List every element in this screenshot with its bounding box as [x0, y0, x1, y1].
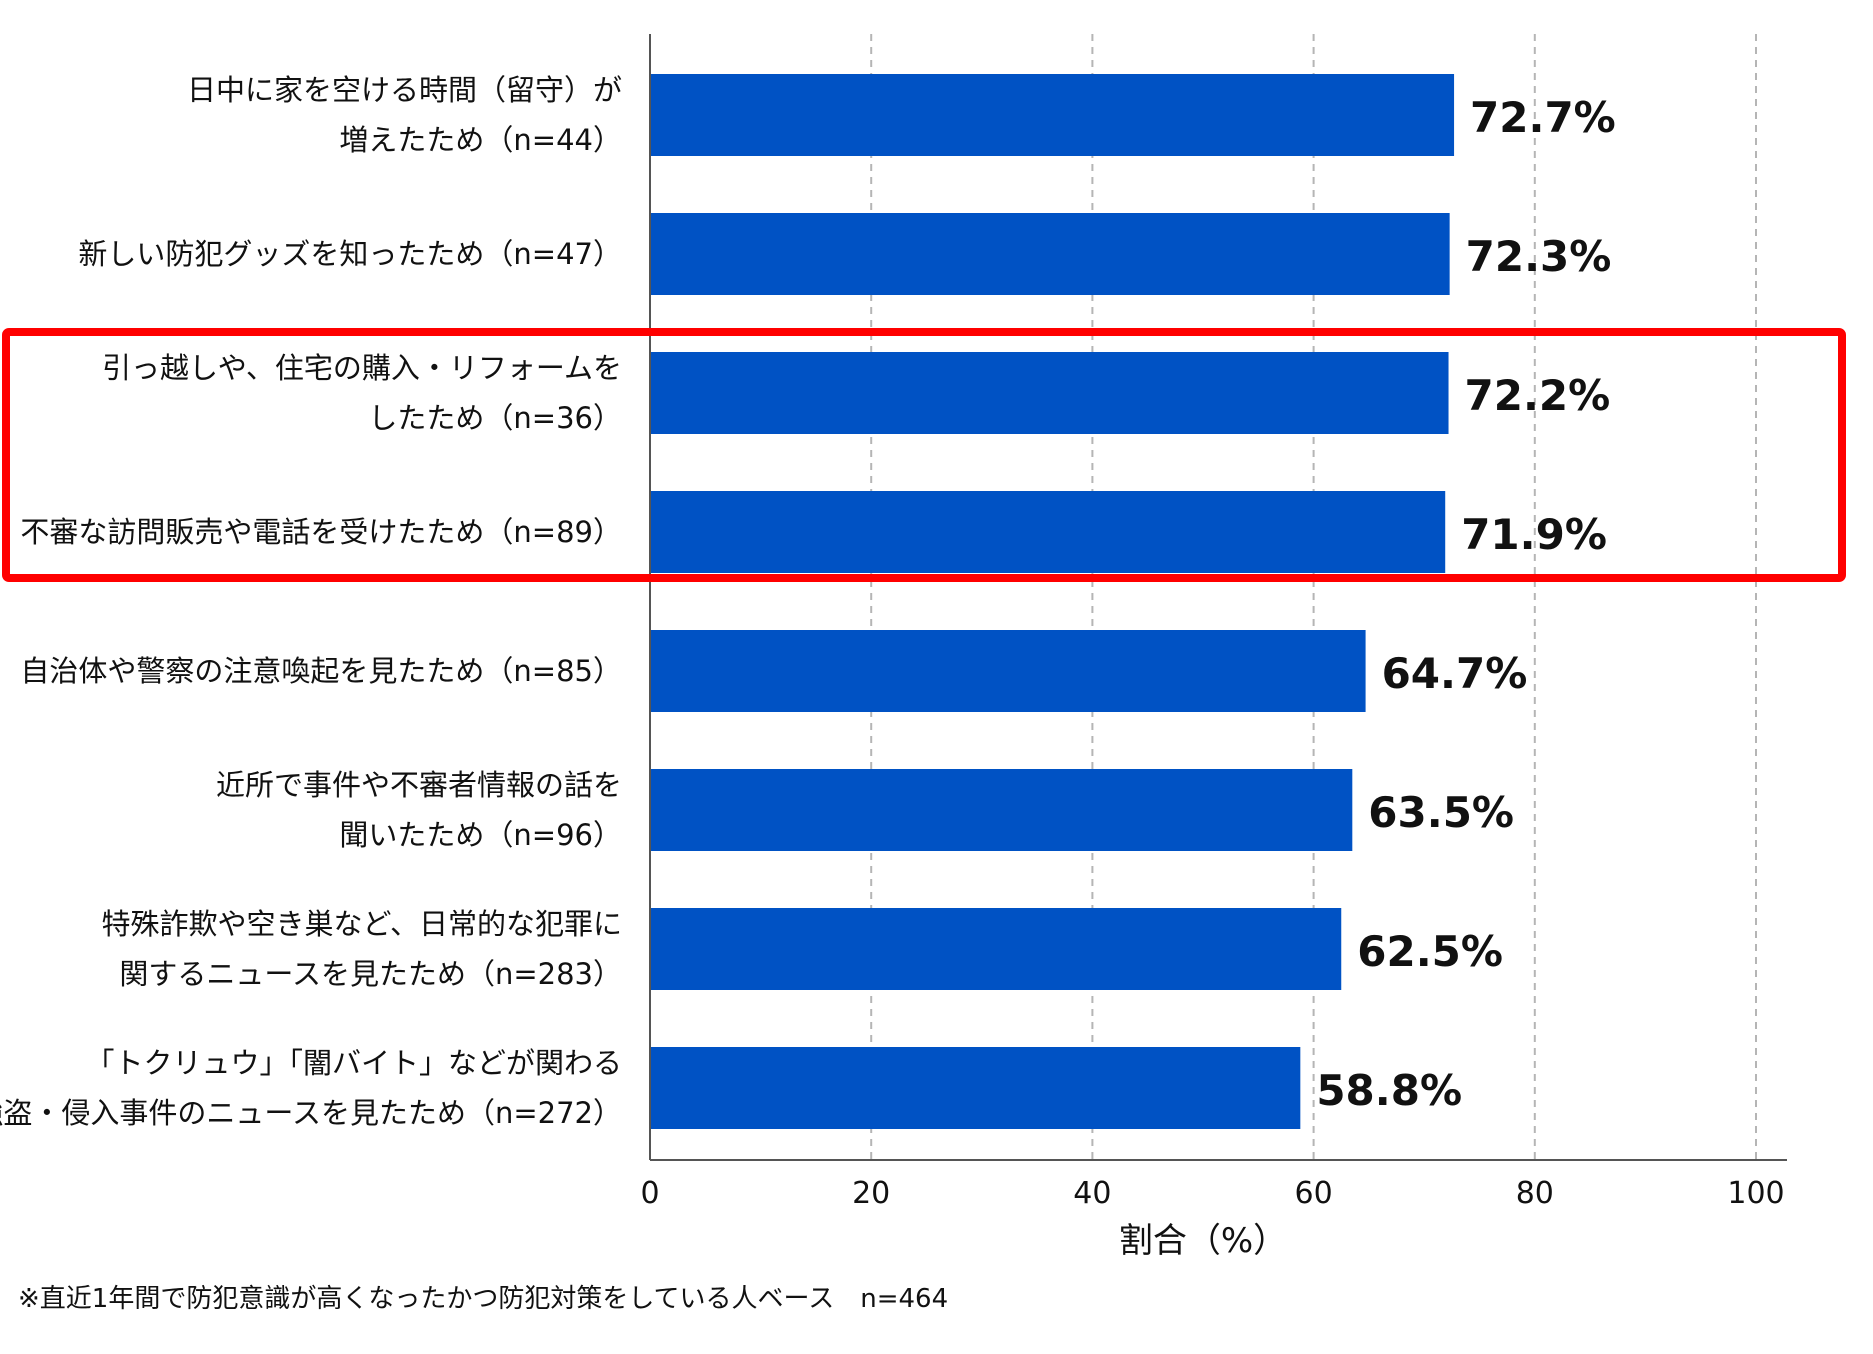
- category-label-5-0: 近所で事件や不審者情報の話を: [216, 768, 622, 802]
- value-label-1: 72.3%: [1466, 232, 1612, 281]
- axes: 0 20 40 60 80 100 割合（%）: [640, 34, 1787, 1261]
- bar-0: [650, 74, 1455, 156]
- category-label-7-1: 強盗・侵入事件のニュースを見たため（n=272）: [0, 1096, 622, 1130]
- value-label-5: 63.5%: [1368, 788, 1514, 837]
- value-label-4: 64.7%: [1382, 649, 1528, 698]
- x-tick-label-0: 0: [640, 1176, 659, 1211]
- bar-2: [650, 352, 1449, 434]
- highlight-layer: [2, 328, 1846, 582]
- category-label-0-0: 日中に家を空ける時間（留守）が: [187, 73, 622, 107]
- footnote: ※直近1年間で防犯意識が高くなったかつ防犯対策をしている人ベース n=464: [18, 1284, 948, 1314]
- bar-6: [650, 908, 1342, 990]
- x-tick-label-20: 20: [852, 1176, 890, 1211]
- category-label-5-1: 聞いたため（n=96）: [339, 818, 622, 852]
- value-label-7: 58.8%: [1316, 1066, 1462, 1115]
- x-tick-label-60: 60: [1295, 1176, 1333, 1211]
- x-tick-label-80: 80: [1516, 1176, 1554, 1211]
- x-axis-title: 割合（%）: [1119, 1221, 1287, 1261]
- bar-7: [650, 1047, 1301, 1129]
- bar-3: [650, 491, 1446, 573]
- bar-1: [650, 213, 1450, 295]
- category-label-4-0: 自治体や警察の注意喚起を見たため（n=85）: [20, 654, 622, 688]
- category-label-2-0: 引っ越しや、住宅の購入・リフォームを: [102, 351, 622, 385]
- bars: [650, 74, 1455, 1129]
- highlight-box: [2, 328, 1846, 582]
- category-label-6-0: 特殊詐欺や空き巣など、日常的な犯罪に: [101, 907, 622, 941]
- bar-4: [650, 630, 1366, 712]
- x-tick-label-40: 40: [1073, 1176, 1111, 1211]
- value-label-2: 72.2%: [1465, 371, 1611, 420]
- category-label-0-1: 増えたため（n=44）: [339, 123, 622, 157]
- grid-lines: [870, 34, 1757, 1160]
- category-label-2-1: したため（n=36）: [368, 401, 622, 435]
- labels: 72.7% 72.3% 72.2% 71.9% 64.7% 63.5% 62.5% 58.8%…: [0, 73, 1616, 1314]
- category-label-1-0: 新しい防犯グッズを知ったため（n=47）: [78, 237, 622, 271]
- category-label-3-0: 不審な訪問販売や電話を受けたため（n=89）: [20, 515, 622, 549]
- x-tick-label-100: 100: [1727, 1176, 1784, 1211]
- category-label-7-0: 「トクリュウ」「闇バイト」などが関わる: [85, 1046, 622, 1080]
- category-label-6-1: 関するニュースを見たため（n=283）: [119, 957, 622, 991]
- value-label-6: 62.5%: [1357, 927, 1503, 976]
- bar-5: [650, 769, 1353, 851]
- value-label-3: 71.9%: [1461, 510, 1607, 559]
- value-label-0: 72.7%: [1470, 93, 1616, 142]
